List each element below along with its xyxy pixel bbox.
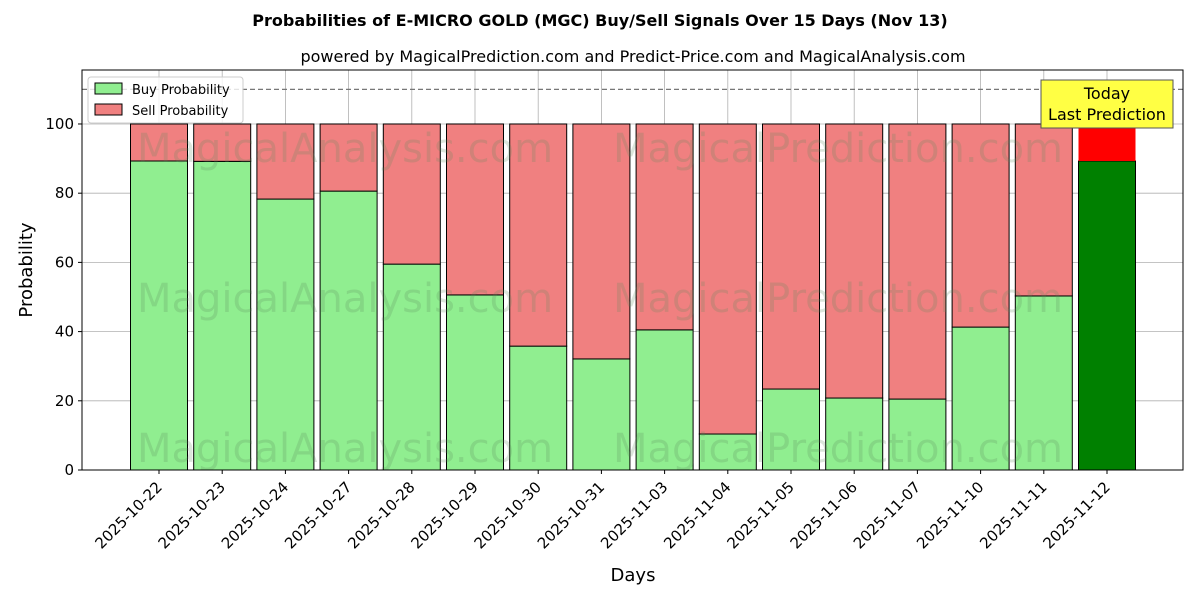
x-tick-label: 2025-11-11 xyxy=(976,478,1050,552)
y-tick-label: 40 xyxy=(55,323,74,341)
bar-buy xyxy=(130,160,188,471)
x-tick-label: 2025-10-22 xyxy=(91,478,165,552)
bar-buy xyxy=(951,326,1010,471)
legend-swatch-buy xyxy=(94,82,123,95)
y-tick-label: 0 xyxy=(64,461,74,479)
bar-sell xyxy=(1078,123,1136,162)
bar-sell xyxy=(762,123,820,390)
bar-sell xyxy=(888,123,947,400)
x-tick-label: 2025-11-12 xyxy=(1039,478,1113,552)
x-tick-label: 2025-11-06 xyxy=(787,478,861,552)
x-tick-label: 2025-10-23 xyxy=(155,478,229,552)
bar-buy xyxy=(698,433,757,471)
x-tick-label: 2025-11-10 xyxy=(913,478,987,552)
bar-sell xyxy=(509,123,568,347)
x-tick-label: 2025-10-31 xyxy=(534,478,608,552)
annotation-box xyxy=(1040,79,1174,129)
y-tick-label: 80 xyxy=(55,184,74,202)
bar-buy xyxy=(509,345,568,471)
x-tick-label: 2025-11-07 xyxy=(850,478,924,552)
bar-sell xyxy=(256,123,315,200)
bar-sell xyxy=(382,123,441,265)
x-tick-label: 2025-10-27 xyxy=(281,478,355,552)
bar-sell xyxy=(319,123,378,192)
legend-label-sell: Sell Probability xyxy=(132,104,229,119)
chart-title: Probabilities of E-MICRO GOLD (MGC) Buy/… xyxy=(252,11,947,30)
annotation-line2: Last Prediction xyxy=(1048,105,1166,124)
bar-buy xyxy=(1014,295,1073,471)
bar-sell xyxy=(698,123,757,435)
bar-sell xyxy=(130,123,188,162)
legend: Buy Probability Sell Probability xyxy=(87,76,244,124)
plot-frame xyxy=(81,69,1184,471)
bars xyxy=(130,123,1136,471)
y-axis-label: Probability xyxy=(16,222,37,317)
bar-sell xyxy=(1014,123,1073,297)
bar-buy xyxy=(446,294,504,471)
bar-buy xyxy=(635,329,694,471)
bar-buy xyxy=(193,160,252,471)
bar-buy xyxy=(382,263,441,471)
today-annotation: Today Last Prediction xyxy=(1040,79,1174,129)
legend-label-buy: Buy Probability xyxy=(132,83,230,98)
bar-buy xyxy=(1078,160,1136,471)
x-tick-label: 2025-11-04 xyxy=(660,478,734,552)
y-tick-label: 100 xyxy=(45,115,74,133)
annotation-line1: Today xyxy=(1083,84,1130,103)
bar-sell xyxy=(825,123,884,399)
legend-swatch-sell xyxy=(94,103,123,116)
x-tick-label: 2025-10-29 xyxy=(407,478,481,552)
bar-sell xyxy=(572,123,631,360)
bar-sell xyxy=(446,123,504,296)
bar-buy xyxy=(256,198,315,471)
bar-sell xyxy=(951,123,1010,328)
y-tick-label: 60 xyxy=(55,253,74,271)
x-tick-label: 2025-11-05 xyxy=(723,478,797,552)
bar-sell xyxy=(635,123,694,331)
bar-buy xyxy=(825,397,884,471)
x-tick-label: 2025-10-28 xyxy=(344,478,418,552)
x-tick-label: 2025-10-24 xyxy=(218,478,292,552)
y-tick-label: 20 xyxy=(55,392,74,410)
bar-buy xyxy=(319,190,378,471)
bar-buy xyxy=(572,358,631,471)
bar-buy xyxy=(888,398,947,471)
bar-sell xyxy=(193,123,252,162)
bar-buy xyxy=(762,388,820,471)
x-tick-label: 2025-10-30 xyxy=(471,478,545,552)
legend-box xyxy=(87,76,244,124)
chart-subtitle: powered by MagicalPrediction.com and Pre… xyxy=(300,47,965,66)
x-tick-label: 2025-11-03 xyxy=(597,478,671,552)
x-axis-label: Days xyxy=(611,565,656,586)
